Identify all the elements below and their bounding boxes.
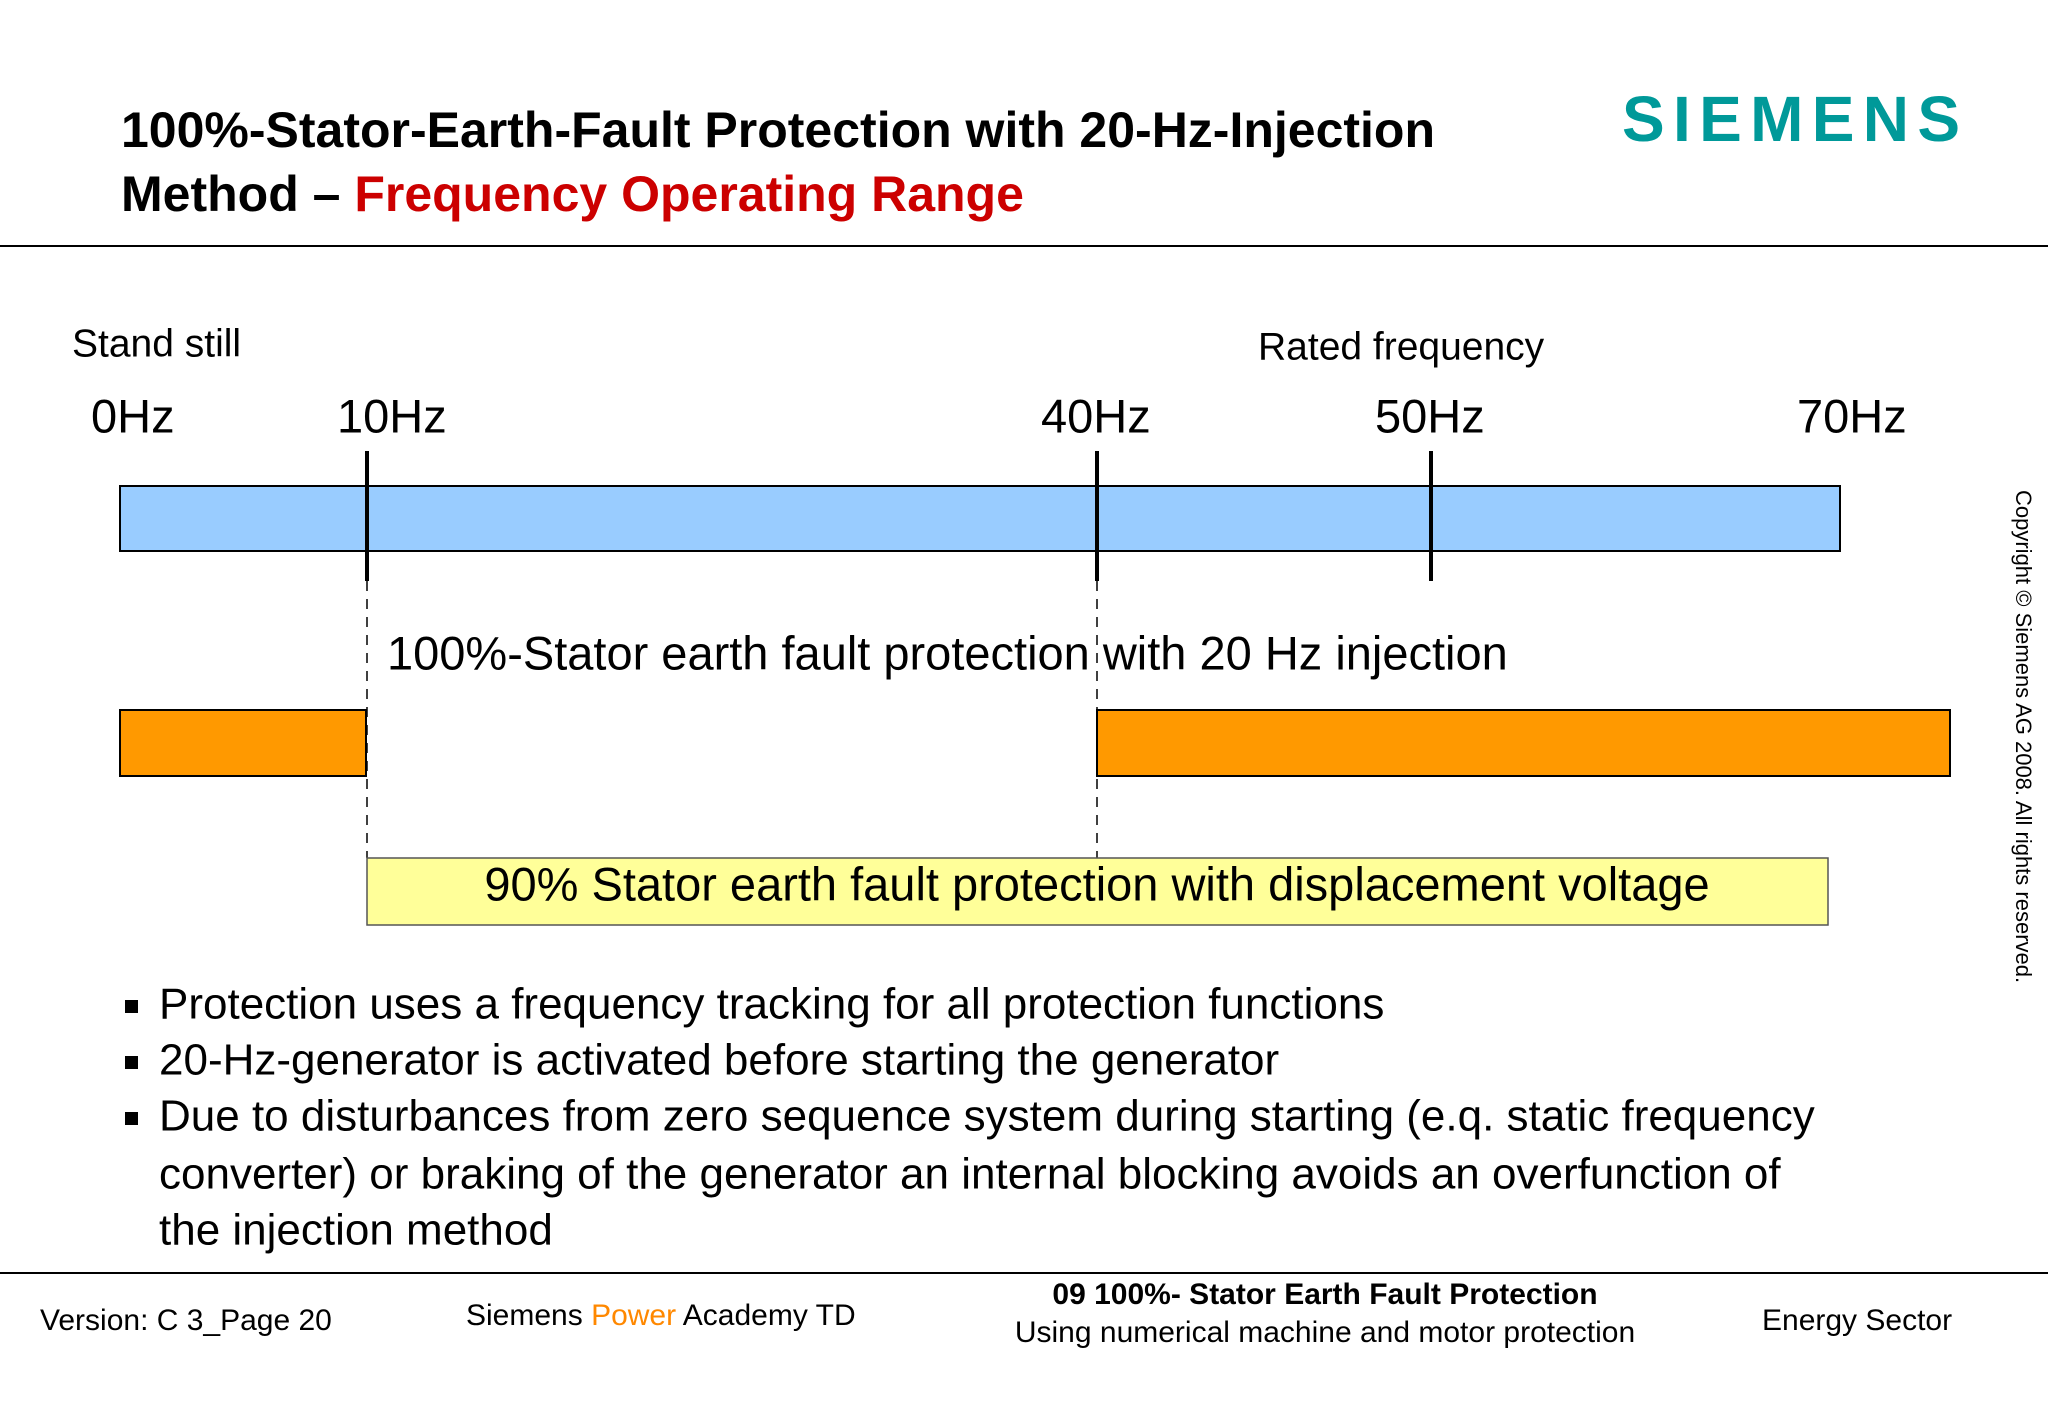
title-prefix: Method – xyxy=(121,166,354,222)
injection-label: 100%-Stator earth fault protection with … xyxy=(387,626,1508,679)
bullet-text: converter) or braking of the generator a… xyxy=(159,1150,1781,1199)
academy-highlight: Power xyxy=(591,1299,676,1332)
footer-academy: Siemens Power Academy TD xyxy=(466,1299,856,1332)
copyright: Copyright © Siemens AG 2008. All rights … xyxy=(2011,490,2036,983)
frequency-label: 50Hz xyxy=(1375,389,1485,442)
bullet-marker xyxy=(125,1000,138,1013)
injection-range xyxy=(119,709,367,777)
injection-range xyxy=(1096,709,1951,777)
bullet-marker xyxy=(125,1112,138,1125)
frequency-label: 10Hz xyxy=(337,389,447,442)
footer-subtitle: Using numerical machine and motor protec… xyxy=(1015,1316,1635,1349)
bullet-text: 20-Hz-generator is activated before star… xyxy=(159,1036,1279,1085)
rated-frequency-label: Rated frequency xyxy=(1258,325,1545,368)
logo: SIEMENS xyxy=(1622,83,1960,155)
footer-sector: Energy Sector xyxy=(1762,1304,1952,1337)
frequency-bar xyxy=(119,485,1841,552)
frequency-label: 70Hz xyxy=(1797,389,1907,442)
bullet-marker xyxy=(125,1056,138,1069)
academy-prefix: Siemens xyxy=(466,1299,591,1332)
frequency-label: 40Hz xyxy=(1041,389,1151,442)
footer-version: Version: C 3_Page 20 xyxy=(40,1304,332,1337)
title-highlight: Frequency Operating Range xyxy=(354,166,1024,222)
displacement-label: 90% Stator earth fault protection with d… xyxy=(484,857,1709,910)
title-line2: Method – Frequency Operating Range xyxy=(121,166,1024,222)
bullet-text: the injection method xyxy=(159,1206,553,1255)
frequency-label: 0Hz xyxy=(91,389,175,442)
displacement-range xyxy=(366,857,1829,926)
footer-chapter: 09 100%- Stator Earth Fault Protection xyxy=(1052,1278,1597,1311)
bullet-text: Protection uses a frequency tracking for… xyxy=(159,980,1384,1029)
stand-still-label: Stand still xyxy=(72,322,241,365)
title-line1: 100%-Stator-Earth-Fault Protection with … xyxy=(121,102,1435,158)
academy-suffix: Academy TD xyxy=(676,1299,856,1332)
bullet-text: Due to disturbances from zero sequence s… xyxy=(159,1092,1815,1141)
